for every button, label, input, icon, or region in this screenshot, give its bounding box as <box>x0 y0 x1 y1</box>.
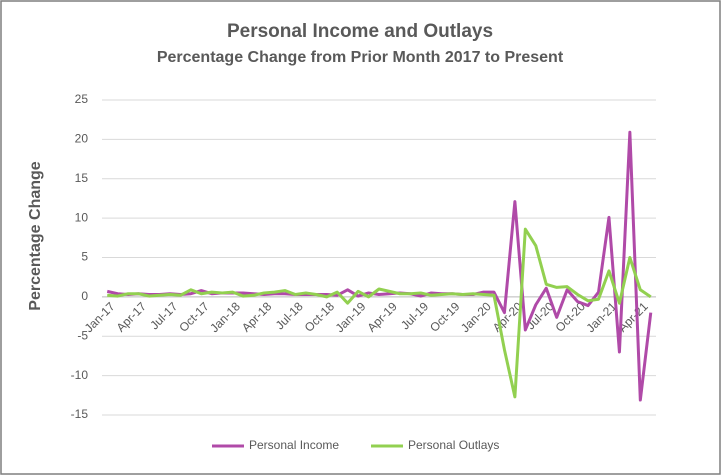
chart-subtitle: Percentage Change from Prior Month 2017 … <box>157 49 564 66</box>
y-tick-label: 0 <box>81 289 88 303</box>
y-tick-label: 5 <box>81 250 88 264</box>
y-tick-label: 25 <box>75 92 89 106</box>
legend-label: Personal Outlays <box>408 438 499 452</box>
y-tick-label: -10 <box>71 368 89 382</box>
legend-label: Personal Income <box>249 438 339 452</box>
y-tick-label: 20 <box>75 132 89 146</box>
y-tick-label: -5 <box>77 328 88 342</box>
y-tick-label: 10 <box>75 210 89 224</box>
chart-title: Personal Income and Outlays <box>227 21 493 42</box>
y-tick-label: 15 <box>75 171 89 185</box>
y-axis-title: Percentage Change <box>27 161 44 310</box>
y-tick-label: -15 <box>71 407 89 421</box>
series-line <box>107 227 652 399</box>
